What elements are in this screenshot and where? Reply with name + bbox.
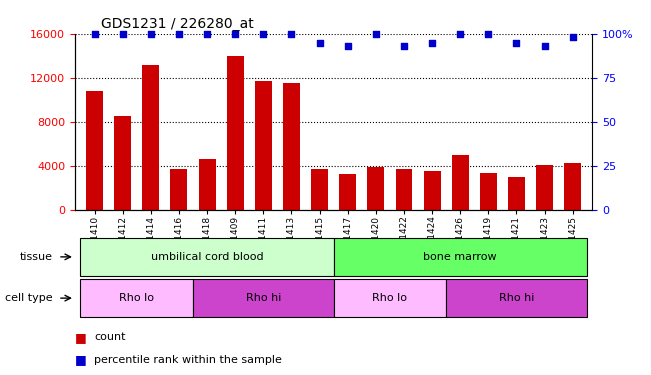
Point [202,31,212,37]
Point [370,31,381,37]
Point [455,31,465,37]
Bar [339,174,356,210]
Bar [424,171,441,210]
Bar [227,56,243,210]
Point [258,31,268,37]
Point [568,34,578,40]
Text: umbilical cord blood: umbilical cord blood [151,252,264,262]
Bar [81,238,334,276]
Bar [81,279,193,317]
Bar [171,169,187,210]
Bar [311,169,328,210]
Bar [446,279,587,317]
Point [314,40,325,46]
Bar [564,163,581,210]
Point [511,40,521,46]
Text: Rho lo: Rho lo [119,293,154,303]
Bar [367,167,384,210]
Bar [396,169,412,210]
Point [342,43,353,49]
Point [483,31,493,37]
Bar [143,64,159,210]
Bar [114,116,131,210]
Text: bone marrow: bone marrow [423,252,497,262]
Bar [199,159,215,210]
Point [89,31,100,37]
Bar [283,83,300,210]
Point [540,43,550,49]
Text: cell type: cell type [5,293,52,303]
Bar [193,279,334,317]
Bar [536,165,553,210]
Bar [334,279,446,317]
Point [286,31,297,37]
Bar [480,172,497,210]
Text: Rho lo: Rho lo [372,293,408,303]
Text: ■: ■ [75,331,87,344]
Bar [255,81,271,210]
Point [146,31,156,37]
Text: percentile rank within the sample: percentile rank within the sample [94,355,283,365]
Text: ■: ■ [75,354,87,366]
Point [399,43,409,49]
Point [117,31,128,37]
Bar [508,177,525,210]
Text: tissue: tissue [20,252,52,262]
Bar [452,155,469,210]
Text: Rho hi: Rho hi [245,293,281,303]
Point [427,40,437,46]
Bar [86,91,103,210]
Text: count: count [94,333,126,342]
Bar [334,238,587,276]
Point [174,31,184,37]
Text: Rho hi: Rho hi [499,293,534,303]
Point [230,31,240,37]
Text: GDS1231 / 226280_at: GDS1231 / 226280_at [101,17,253,32]
